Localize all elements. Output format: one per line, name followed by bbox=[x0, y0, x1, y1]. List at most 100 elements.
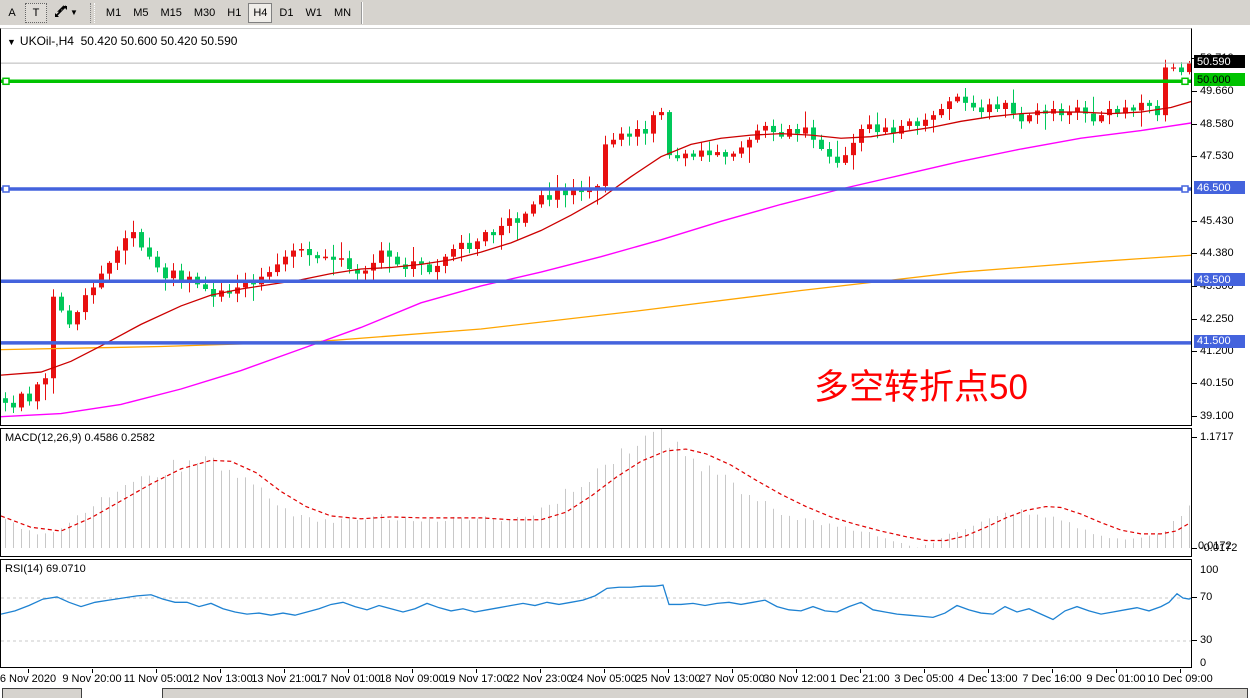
rsi-label: RSI(14) 69.0710 bbox=[5, 563, 86, 575]
timeframe-button-d1[interactable]: D1 bbox=[274, 2, 299, 23]
hline-price-badge[interactable]: 46.500 bbox=[1194, 181, 1245, 194]
macd-indicator-pane[interactable]: MACD(12,26,9) 0.4586 0.2582 bbox=[0, 428, 1192, 557]
time-axis[interactable]: 6 Nov 2020 9 Nov 20:00 11 Nov 05:00 12 Nov … bbox=[0, 669, 1250, 686]
time-tick-mark bbox=[220, 669, 221, 673]
time-tick-mark bbox=[156, 669, 157, 673]
time-tick-label: 17 Nov 01:00 bbox=[315, 673, 381, 685]
hline-anchor-marker[interactable] bbox=[2, 185, 10, 193]
chart-symbol-period: UKOil-,H4 bbox=[19, 34, 74, 48]
timeframe-button-mn[interactable]: MN bbox=[328, 2, 357, 23]
time-tick-label: 27 Nov 05:00 bbox=[699, 673, 765, 685]
time-tick-mark bbox=[988, 669, 989, 673]
time-tick-label: 3 Dec 05:00 bbox=[894, 673, 954, 685]
time-tick-mark bbox=[1052, 669, 1053, 673]
macd-histogram bbox=[5, 429, 1190, 548]
hline-anchor-marker[interactable] bbox=[2, 77, 10, 86]
time-tick-label: 25 Nov 13:00 bbox=[635, 673, 701, 685]
rsi-line bbox=[1, 584, 1191, 621]
price-tick-mark bbox=[1192, 383, 1197, 385]
macd-axis-max: 1.1717 bbox=[1200, 431, 1234, 443]
macd-label: MACD(12,26,9) 0.4586 0.2582 bbox=[5, 432, 155, 444]
hline-price-badge[interactable]: 50.000 bbox=[1194, 73, 1245, 87]
rsi-axis-tick bbox=[1192, 597, 1197, 598]
time-tick-mark bbox=[796, 669, 797, 673]
time-tick-mark bbox=[28, 669, 29, 673]
time-tick-label: 12 Nov 13:00 bbox=[187, 673, 253, 685]
macd-signal-line bbox=[1, 448, 1190, 542]
ma-trend-orange bbox=[1, 254, 1191, 351]
timeframe-button-h1[interactable]: H1 bbox=[222, 2, 247, 23]
time-tick-label: 7 Dec 16:00 bbox=[1022, 673, 1082, 685]
price-tick-label: 39.100 bbox=[1200, 409, 1234, 422]
chart-tab[interactable] bbox=[162, 688, 1248, 698]
timeframe-button-m1[interactable]: M1 bbox=[100, 2, 127, 23]
text-label-tool-button[interactable]: T bbox=[25, 2, 47, 23]
hline-anchor-marker[interactable] bbox=[1181, 77, 1189, 86]
rsi-axis-tick bbox=[1192, 640, 1197, 641]
chart-ohlc-values: 50.420 50.600 50.420 50.590 bbox=[80, 34, 238, 48]
price-tick-mark bbox=[1192, 415, 1197, 417]
last-price-badge: 50.590 bbox=[1194, 55, 1245, 69]
ma-slow-magenta bbox=[1, 122, 1191, 418]
timeframe-button-w1[interactable]: W1 bbox=[300, 2, 327, 23]
chart-tab-strip bbox=[0, 687, 1250, 698]
price-tick-label: 48.580 bbox=[1200, 118, 1234, 130]
timeframe-bar: M1 M5 M15 M30 H1 H4 D1 W1 MN bbox=[100, 2, 357, 23]
timeframe-button-m30[interactable]: M30 bbox=[188, 2, 221, 23]
text-annotation-object[interactable]: 多空转折点50 bbox=[814, 368, 1028, 407]
hline-anchor-marker[interactable] bbox=[1181, 185, 1189, 193]
rsi-axis-label: 0 bbox=[1200, 657, 1207, 669]
price-tick-mark bbox=[1192, 124, 1197, 125]
price-tick-mark bbox=[1192, 253, 1197, 255]
price-tick-mark bbox=[1192, 318, 1197, 320]
time-tick-label: 1 Dec 21:00 bbox=[830, 673, 890, 685]
rsi-axis-label: 30 bbox=[1200, 634, 1213, 646]
price-tick-label: 40.150 bbox=[1200, 377, 1234, 390]
timeframe-button-m15[interactable]: M15 bbox=[155, 2, 187, 23]
time-tick-mark bbox=[604, 669, 605, 673]
rsi-indicator-pane[interactable]: RSI(14) 69.0710 bbox=[0, 559, 1192, 668]
time-tick-mark bbox=[732, 669, 733, 673]
time-tick-label: 6 Nov 2020 bbox=[0, 673, 57, 685]
time-tick-mark bbox=[92, 669, 93, 673]
chart-dropdown-icon[interactable]: ▼ bbox=[7, 37, 16, 47]
price-tick-label: 42.250 bbox=[1200, 312, 1234, 325]
time-tick-label: 4 Dec 13:00 bbox=[958, 673, 1018, 685]
price-chart-pane[interactable]: ▼ UKOil-,H4 50.420 50.600 50.420 50.590 多… bbox=[0, 28, 1192, 426]
timeframe-button-h4[interactable]: H4 bbox=[248, 2, 273, 23]
arrows-tool-button[interactable]: ▼ bbox=[49, 2, 83, 23]
time-tick-label: 11 Nov 05:00 bbox=[123, 673, 189, 685]
timeframe-button-m5[interactable]: M5 bbox=[128, 2, 154, 23]
time-tick-mark bbox=[668, 669, 669, 673]
time-tick-label: 19 Nov 17:00 bbox=[443, 673, 509, 685]
price-tick-mark bbox=[1192, 156, 1197, 158]
price-tick-label: 47.530 bbox=[1200, 150, 1234, 163]
time-tick-mark bbox=[284, 669, 285, 673]
time-tick-mark bbox=[412, 669, 413, 673]
time-tick-label: 9 Dec 01:00 bbox=[1086, 673, 1146, 685]
price-axis[interactable]: 50.71049.66048.58047.53045.43044.38043.3… bbox=[1192, 28, 1250, 686]
hline-price-badge[interactable]: 43.500 bbox=[1194, 273, 1245, 287]
price-tick-mark bbox=[1192, 220, 1197, 222]
time-tick-mark bbox=[348, 669, 349, 673]
time-tick-label: 10 Dec 09:00 bbox=[1147, 673, 1213, 685]
toolbar-grip-handle[interactable] bbox=[89, 2, 95, 23]
macd-axis-tick bbox=[1192, 437, 1197, 438]
price-tick-label: 44.380 bbox=[1200, 247, 1234, 260]
rsi-axis-label: 100 bbox=[1200, 564, 1219, 576]
macd-axis-min: -0.0172 bbox=[1200, 542, 1238, 554]
macd-axis-tick bbox=[1192, 548, 1197, 549]
time-tick-label: 30 Nov 12:00 bbox=[763, 673, 829, 685]
price-tick-label: 41.200 bbox=[1200, 345, 1234, 358]
time-tick-mark bbox=[476, 669, 477, 673]
time-tick-label: 18 Nov 09:00 bbox=[379, 673, 445, 685]
toolbar: A T ▼ M1 M5 M15 M30 H1 H4 D1 W1 MN bbox=[0, 0, 1250, 26]
ma-fast-red bbox=[1, 100, 1191, 376]
chart-tab[interactable] bbox=[2, 688, 82, 698]
price-tick-mark bbox=[1192, 90, 1197, 92]
time-tick-label: 22 Nov 23:00 bbox=[507, 673, 573, 685]
time-tick-label: 9 Nov 20:00 bbox=[62, 673, 122, 685]
toolbar-separator bbox=[361, 1, 364, 24]
hline-price-badge[interactable]: 41.500 bbox=[1194, 334, 1245, 348]
text-tool-button[interactable]: A bbox=[1, 2, 23, 23]
